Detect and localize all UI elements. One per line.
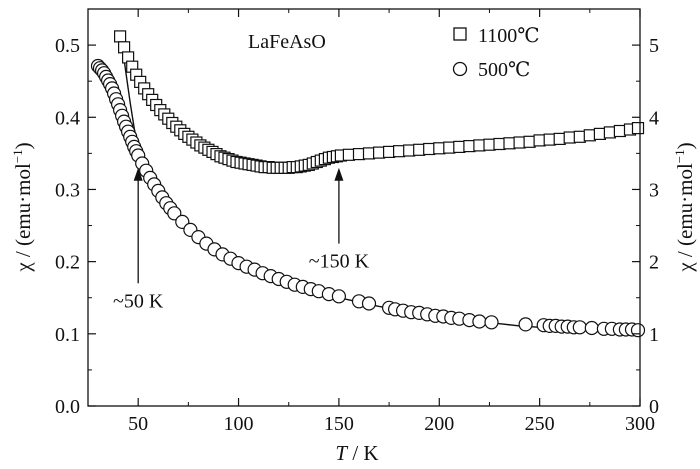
x-tick-label-250: 250 [525,413,555,435]
y-tick-label-left: 0.4 [55,107,80,129]
x-tick-label-150: 150 [324,413,354,435]
legend-marker-square [453,27,467,41]
marker-series-1-point-62 [393,145,406,158]
y-tick-label-right: 4 [649,107,659,129]
marker-series-1-point-72 [493,137,506,151]
annotation-label-1: ~50 K [113,290,164,312]
y-tick-label-left: 0.5 [55,35,80,57]
marker-series-1-point-60 [373,146,386,159]
marker-series-2-point-50 [331,289,346,304]
marker-series-2-point-73 [572,320,587,335]
plot-frame [87,8,641,407]
y-axis-title-right: χ / (emu·mol−1) [672,142,697,272]
marker-series-1-point-77 [543,133,556,146]
marker-series-2-point-65 [484,315,499,330]
marker-series-1-point-81 [583,129,596,142]
marker-series-2-point-52 [361,296,377,311]
y-axis-title-left: χ / (emu·mol−1) [10,142,35,272]
y-tick-label-left: 0.2 [55,252,80,274]
marker-series-1-point-76 [533,134,546,147]
annotation-arrowhead-2 [334,167,344,181]
marker-series-1-point-80 [573,130,586,143]
marker-series-1-point-1 [113,30,127,43]
marker-series-1-point-68 [453,140,466,153]
fit-curve-line [121,45,641,335]
marker-series-1-point-75 [523,135,536,148]
y-tick-label-right: 0 [649,396,659,418]
annotation-label-2: ~150 K [309,251,370,273]
y-tick-label-left: 0.1 [55,324,80,346]
marker-series-2-point-64 [472,314,487,329]
marker-series-1-point-65 [423,142,436,156]
marker-series-2-point-66 [518,317,533,332]
marker-series-1-point-2 [117,41,131,54]
marker-series-1-point-84 [613,124,627,138]
legend-label-series-2: 500℃ [478,59,530,81]
y-tick-label-right: 5 [649,35,659,57]
y-tick-label-right: 2 [649,252,659,274]
ticks-layer: 50 100 150 200 250 300 0.0 0.1 0.2 0.3 0.4 0.5 0 1 2 3 4… [55,8,659,435]
y-tick-label-right: 1 [649,324,659,346]
marker-series-2-point-30 [167,206,182,221]
marker-series-2-point-80 [630,323,646,338]
marker-series-1-point-57 [342,148,355,161]
y-tick-label-left: 0.3 [55,179,80,201]
marker-series-1-point-61 [383,145,396,158]
marker-series-1-point-82 [593,127,607,140]
marker-series-1-point-79 [563,131,576,144]
fit-curve-layer [121,45,641,335]
x-tick-label-200: 200 [424,413,454,435]
chart-title: LaFeAsO [248,31,326,53]
marker-series-1-point-86 [631,121,645,135]
legend-label-series-1: 1100℃ [478,25,540,47]
x-tick-label-300: 300 [625,413,655,435]
marker-series-1-point-78 [553,132,566,145]
marker-series-1-point-66 [433,142,446,155]
marker-series-1-point-83 [603,126,617,139]
marker-series-1-point-73 [503,137,516,150]
marker-series-1-point-71 [483,138,496,151]
marker-series-2-point-74 [584,320,599,336]
marker-series-1-point-74 [513,136,526,149]
marker-series-1-point-59 [362,147,376,160]
markers-layer [90,30,646,338]
x-tick-label-100: 100 [224,413,254,435]
x-tick-label-50: 50 [128,413,148,435]
marker-series-1-point-63 [403,144,416,157]
x-axis-title: T / K [335,441,378,465]
legend-marker-circle [452,61,468,77]
marker-series-1-point-69 [463,140,476,153]
annotation-arrowhead-1 [133,167,143,181]
marker-series-1-point-67 [443,141,456,154]
y-tick-label-left: 0.0 [55,396,80,418]
y-tick-label-right: 3 [649,179,659,201]
marker-series-1-point-64 [413,143,426,156]
legend: 1100℃ 500℃ [452,25,540,81]
marker-series-1-point-58 [352,148,366,161]
annotations-layer: ~50 K ~150 K [113,167,370,312]
marker-series-1-point-70 [473,139,486,152]
